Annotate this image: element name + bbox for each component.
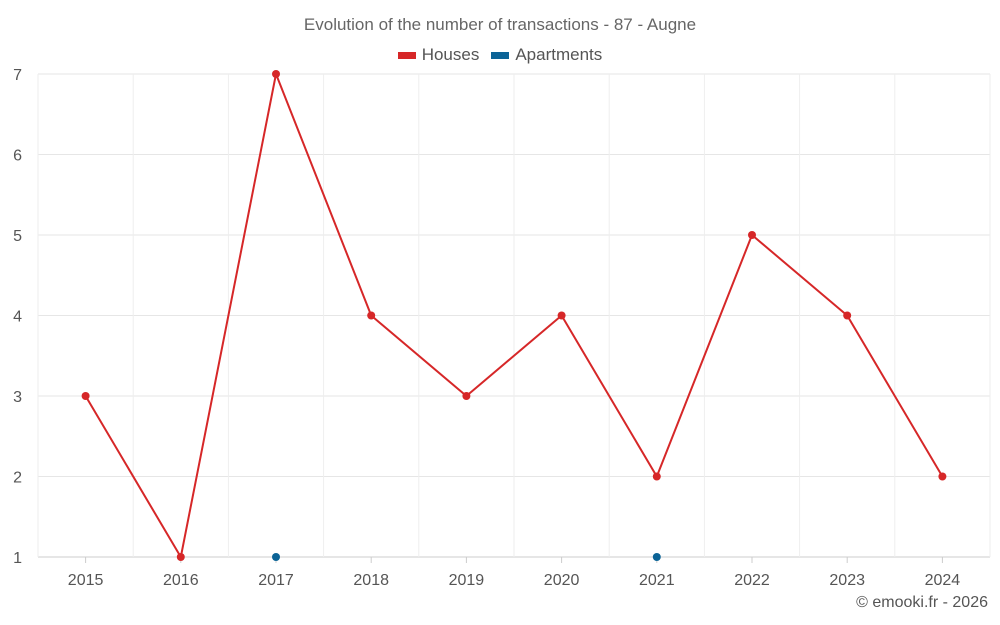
y-tick-label: 1 — [13, 550, 22, 567]
x-tick-label: 2016 — [163, 572, 199, 589]
y-tick-label: 7 — [13, 67, 22, 84]
series-line-houses — [84, 73, 944, 558]
x-tick-label: 2023 — [829, 572, 865, 589]
credit-text: © emooki.fr - 2026 — [856, 594, 988, 611]
chart-legend: Houses Apartments — [0, 45, 1000, 65]
y-tick-label: 4 — [13, 309, 22, 326]
y-tick-label: 2 — [13, 470, 22, 487]
legend-label-apartments: Apartments — [515, 45, 603, 64]
data-point-houses[interactable] — [462, 392, 471, 400]
data-point-houses[interactable] — [81, 392, 90, 400]
x-tick-label: 2024 — [925, 572, 961, 589]
legend-label-houses: Houses — [421, 45, 480, 64]
x-tick-label: 2015 — [68, 572, 104, 589]
x-tick-label: 2018 — [353, 572, 389, 589]
x-tick-label: 2019 — [449, 572, 485, 589]
grid-lines — [37, 73, 991, 558]
y-tick-label: 6 — [13, 148, 22, 165]
y-axis: 1 2 3 4 5 6 7 — [13, 67, 22, 567]
x-tick-label: 2020 — [544, 572, 580, 589]
x-axis: 2015 2016 2017 2018 2019 2020 2021 2022 2023 2024 — [68, 557, 960, 589]
data-point-houses[interactable] — [272, 70, 280, 78]
data-point-houses[interactable] — [938, 472, 947, 481]
data-point-houses[interactable] — [748, 231, 756, 239]
chart-title: Evolution of the number of transactions … — [303, 15, 697, 34]
y-tick-label: 3 — [13, 389, 22, 406]
legend-swatch-apartments — [491, 51, 510, 59]
legend-swatch-houses — [397, 51, 416, 59]
x-tick-label: 2021 — [639, 572, 675, 589]
data-point-houses[interactable] — [367, 311, 376, 320]
legend-item-apartments[interactable]: Apartments — [491, 45, 602, 65]
x-tick-label: 2017 — [258, 572, 294, 589]
data-point-apartments[interactable] — [272, 553, 280, 561]
legend-item-houses[interactable]: Houses — [397, 45, 480, 65]
data-point-houses[interactable] — [843, 311, 852, 320]
data-point-houses[interactable] — [557, 311, 566, 320]
x-tick-label: 2022 — [734, 572, 770, 589]
data-point-houses[interactable] — [176, 553, 185, 561]
y-tick-label: 5 — [13, 228, 22, 245]
data-point-houses[interactable] — [652, 472, 661, 481]
series-group — [81, 70, 947, 561]
data-point-apartments[interactable] — [652, 553, 661, 561]
